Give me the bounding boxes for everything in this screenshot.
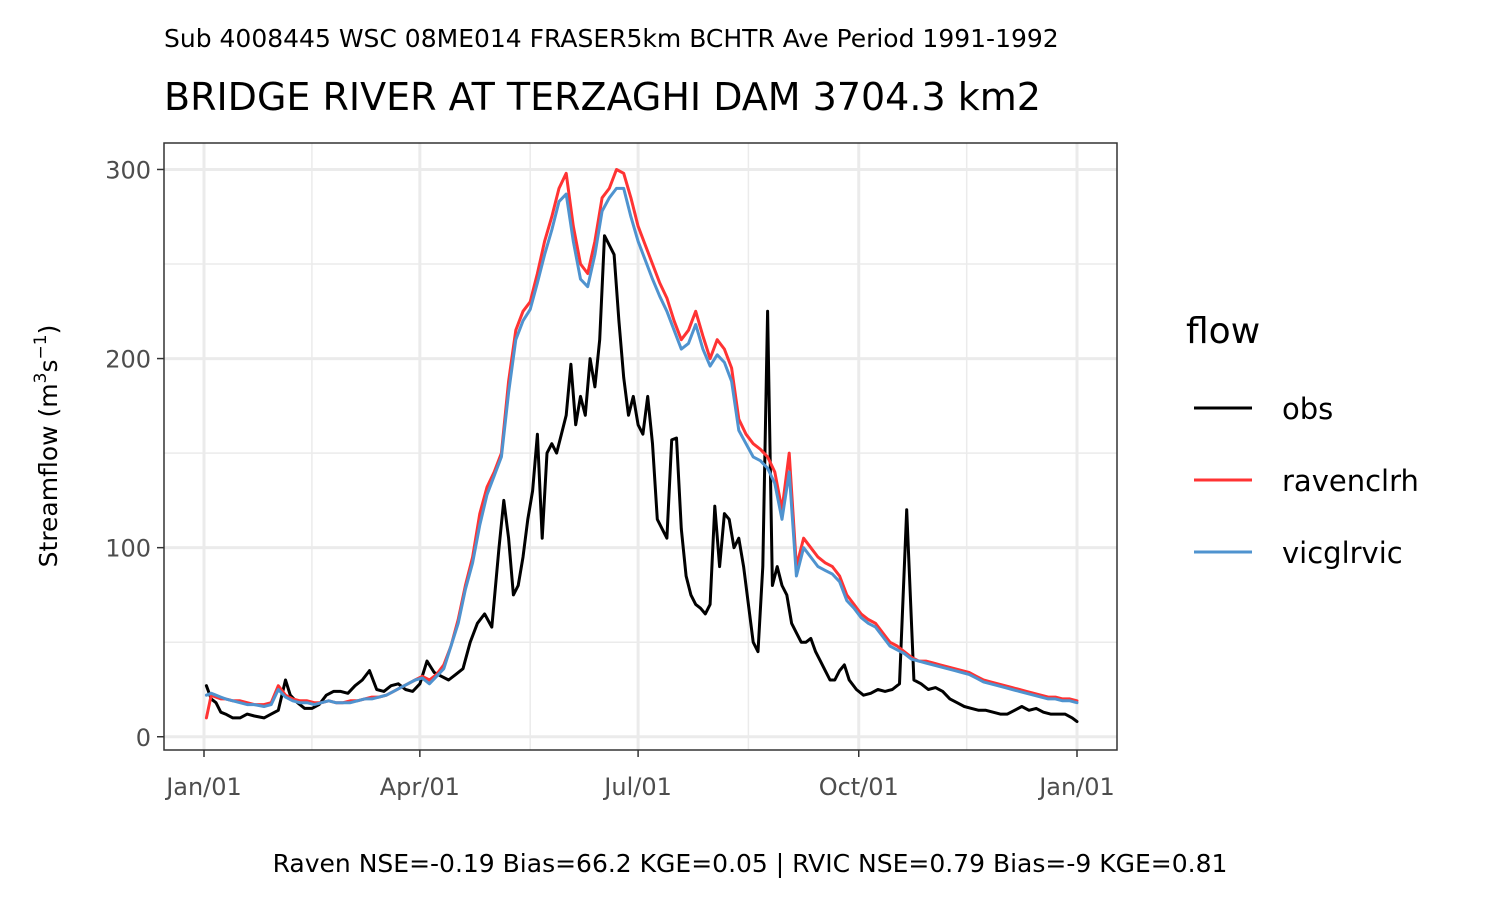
series-lines xyxy=(204,168,1079,724)
y-tick-label: 300 xyxy=(105,156,151,184)
y-tick-label: 0 xyxy=(136,724,151,752)
chart-subtitle: Sub 4008445 WSC 08ME014 FRASER5km BCHTR … xyxy=(164,24,1059,53)
gridlines xyxy=(164,143,1117,750)
x-tick-label: Jan/01 xyxy=(164,773,242,801)
y-axis-title: Streamflow (m3s−1) xyxy=(31,325,63,568)
x-tick-label: Jul/01 xyxy=(602,773,672,801)
legend: flow obs ravenclrh vicglrvic xyxy=(1186,311,1419,570)
x-tick-label: Apr/01 xyxy=(380,773,460,801)
y-tick-label: 200 xyxy=(105,346,151,374)
x-tick-label: Jan/01 xyxy=(1037,773,1115,801)
chart-caption: Raven NSE=-0.19 Bias=66.2 KGE=0.05 | RVI… xyxy=(273,849,1228,878)
legend-title: flow xyxy=(1186,311,1260,352)
legend-label-vicglrvic: vicglrvic xyxy=(1282,536,1403,570)
x-tick-label: Oct/01 xyxy=(819,773,899,801)
axes: 0 100 200 300 Jan/01 Apr/01 Jul/01 Oct/01 Jan/01 xyxy=(105,156,1115,801)
legend-label-obs: obs xyxy=(1282,392,1333,426)
chart-title: BRIDGE RIVER AT TERZAGHI DAM 3704.3 km2 xyxy=(164,75,1041,119)
series-line-obs xyxy=(204,234,1079,724)
series-line-vicglrvic xyxy=(204,186,1079,708)
y-tick-label: 100 xyxy=(105,535,151,563)
legend-label-ravenclrh: ravenclrh xyxy=(1282,464,1419,498)
plot-panel-border xyxy=(163,142,1118,751)
